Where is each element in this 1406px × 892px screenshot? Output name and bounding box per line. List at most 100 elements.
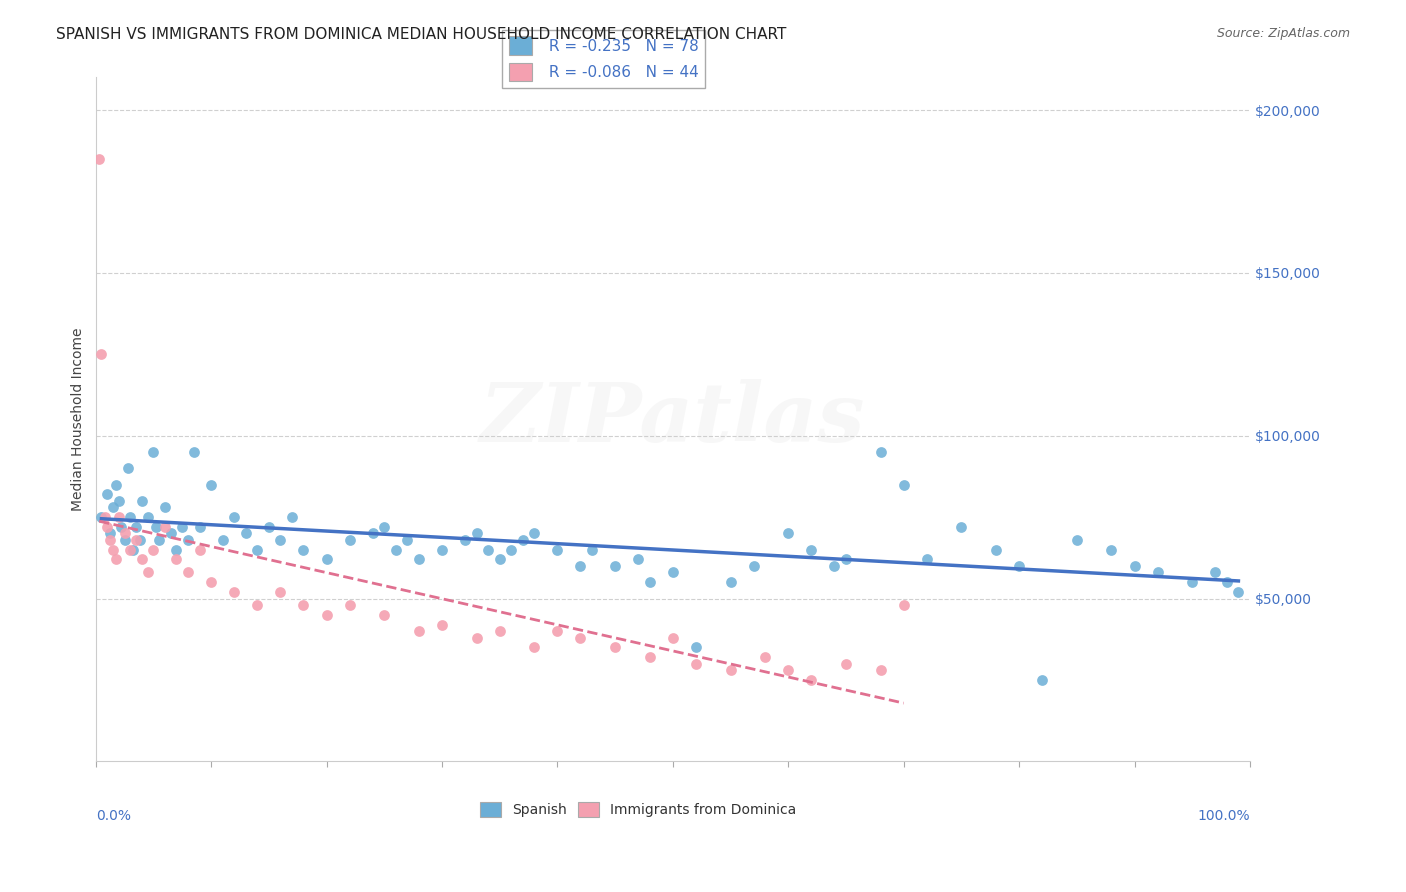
Point — [315, 552, 337, 566]
Point — [281, 510, 304, 524]
Point — [98, 533, 121, 547]
Point — [136, 510, 159, 524]
Point — [101, 500, 124, 515]
Point — [246, 598, 269, 612]
Point — [800, 542, 823, 557]
Point — [523, 640, 546, 655]
Y-axis label: Median Household Income: Median Household Income — [72, 327, 86, 511]
Point — [869, 663, 891, 677]
Point — [1204, 566, 1226, 580]
Point — [114, 533, 136, 547]
Point — [315, 607, 337, 622]
Point — [546, 542, 568, 557]
Point — [488, 552, 510, 566]
Point — [166, 552, 188, 566]
Point — [183, 445, 205, 459]
Point — [153, 520, 176, 534]
Point — [1146, 566, 1168, 580]
Point — [869, 445, 891, 459]
Point — [117, 461, 139, 475]
Legend: Spanish, Immigrants from Dominica: Spanish, Immigrants from Dominica — [475, 797, 801, 822]
Point — [131, 552, 153, 566]
Point — [153, 500, 176, 515]
Point — [105, 477, 128, 491]
Point — [984, 542, 1007, 557]
Point — [188, 542, 211, 557]
Point — [159, 526, 181, 541]
Point — [211, 533, 233, 547]
Point — [915, 552, 938, 566]
Point — [893, 477, 915, 491]
Point — [1031, 673, 1053, 687]
Point — [1008, 559, 1031, 574]
Point — [569, 631, 592, 645]
Point — [235, 526, 257, 541]
Point — [246, 542, 269, 557]
Point — [823, 559, 845, 574]
Point — [835, 552, 858, 566]
Point — [1181, 575, 1204, 590]
Point — [742, 559, 765, 574]
Point — [177, 566, 200, 580]
Point — [224, 585, 246, 599]
Point — [685, 640, 707, 655]
Point — [224, 510, 246, 524]
Point — [685, 657, 707, 671]
Point — [581, 542, 603, 557]
Point — [177, 533, 200, 547]
Text: Source: ZipAtlas.com: Source: ZipAtlas.com — [1216, 27, 1350, 40]
Point — [188, 520, 211, 534]
Point — [638, 650, 661, 665]
Point — [465, 631, 488, 645]
Point — [569, 559, 592, 574]
Point — [90, 347, 112, 361]
Point — [1066, 533, 1088, 547]
Point — [546, 624, 568, 639]
Point — [166, 542, 188, 557]
Point — [292, 598, 315, 612]
Point — [430, 542, 453, 557]
Point — [125, 533, 148, 547]
Point — [110, 520, 132, 534]
Point — [94, 510, 117, 524]
Point — [950, 520, 973, 534]
Point — [339, 598, 361, 612]
Point — [148, 533, 170, 547]
Point — [142, 542, 165, 557]
Point — [603, 559, 626, 574]
Text: 100.0%: 100.0% — [1198, 809, 1250, 823]
Point — [523, 526, 546, 541]
Point — [87, 152, 110, 166]
Point — [835, 657, 858, 671]
Point — [1101, 542, 1123, 557]
Point — [720, 663, 742, 677]
Point — [627, 552, 650, 566]
Point — [200, 477, 222, 491]
Text: SPANISH VS IMMIGRANTS FROM DOMINICA MEDIAN HOUSEHOLD INCOME CORRELATION CHART: SPANISH VS IMMIGRANTS FROM DOMINICA MEDI… — [56, 27, 786, 42]
Point — [1123, 559, 1146, 574]
Point — [339, 533, 361, 547]
Point — [373, 607, 395, 622]
Point — [257, 520, 280, 534]
Point — [477, 542, 499, 557]
Point — [107, 510, 129, 524]
Point — [172, 520, 194, 534]
Point — [512, 533, 534, 547]
Point — [96, 520, 118, 534]
Point — [107, 493, 129, 508]
Point — [893, 598, 915, 612]
Point — [778, 526, 800, 541]
Point — [384, 542, 406, 557]
Point — [662, 631, 685, 645]
Point — [638, 575, 661, 590]
Point — [754, 650, 776, 665]
Point — [396, 533, 419, 547]
Point — [120, 510, 142, 524]
Point — [488, 624, 510, 639]
Point — [121, 542, 143, 557]
Text: 0.0%: 0.0% — [96, 809, 131, 823]
Point — [96, 487, 118, 501]
Point — [142, 445, 165, 459]
Point — [105, 552, 128, 566]
Point — [120, 542, 142, 557]
